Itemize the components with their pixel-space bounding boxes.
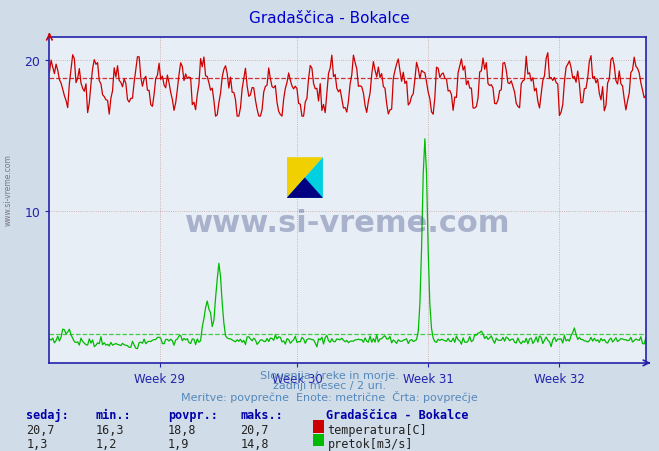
Text: zadnji mesec / 2 uri.: zadnji mesec / 2 uri. — [273, 380, 386, 390]
Text: 20,7: 20,7 — [26, 423, 55, 436]
Text: Gradaščica - Bokalce: Gradaščica - Bokalce — [326, 408, 469, 421]
Text: povpr.:: povpr.: — [168, 408, 218, 421]
Text: Meritve: povprečne  Enote: metrične  Črta: povprečje: Meritve: povprečne Enote: metrične Črta:… — [181, 390, 478, 402]
Text: 1,9: 1,9 — [168, 437, 189, 450]
Text: temperatura[C]: temperatura[C] — [328, 423, 427, 436]
Polygon shape — [287, 178, 323, 198]
Text: min.:: min.: — [96, 408, 131, 421]
Text: Slovenija / reke in morje.: Slovenija / reke in morje. — [260, 370, 399, 380]
Text: 1,2: 1,2 — [96, 437, 117, 450]
Text: 18,8: 18,8 — [168, 423, 196, 436]
Polygon shape — [287, 158, 323, 198]
Text: 20,7: 20,7 — [241, 423, 269, 436]
Text: 14,8: 14,8 — [241, 437, 269, 450]
Text: 1,3: 1,3 — [26, 437, 47, 450]
Text: maks.:: maks.: — [241, 408, 283, 421]
Text: 16,3: 16,3 — [96, 423, 124, 436]
Polygon shape — [287, 158, 323, 198]
Text: pretok[m3/s]: pretok[m3/s] — [328, 437, 413, 450]
Text: Gradaščica - Bokalce: Gradaščica - Bokalce — [249, 11, 410, 26]
Text: sedaj:: sedaj: — [26, 408, 69, 421]
Text: www.si-vreme.com: www.si-vreme.com — [3, 153, 13, 226]
Text: www.si-vreme.com: www.si-vreme.com — [185, 209, 510, 238]
